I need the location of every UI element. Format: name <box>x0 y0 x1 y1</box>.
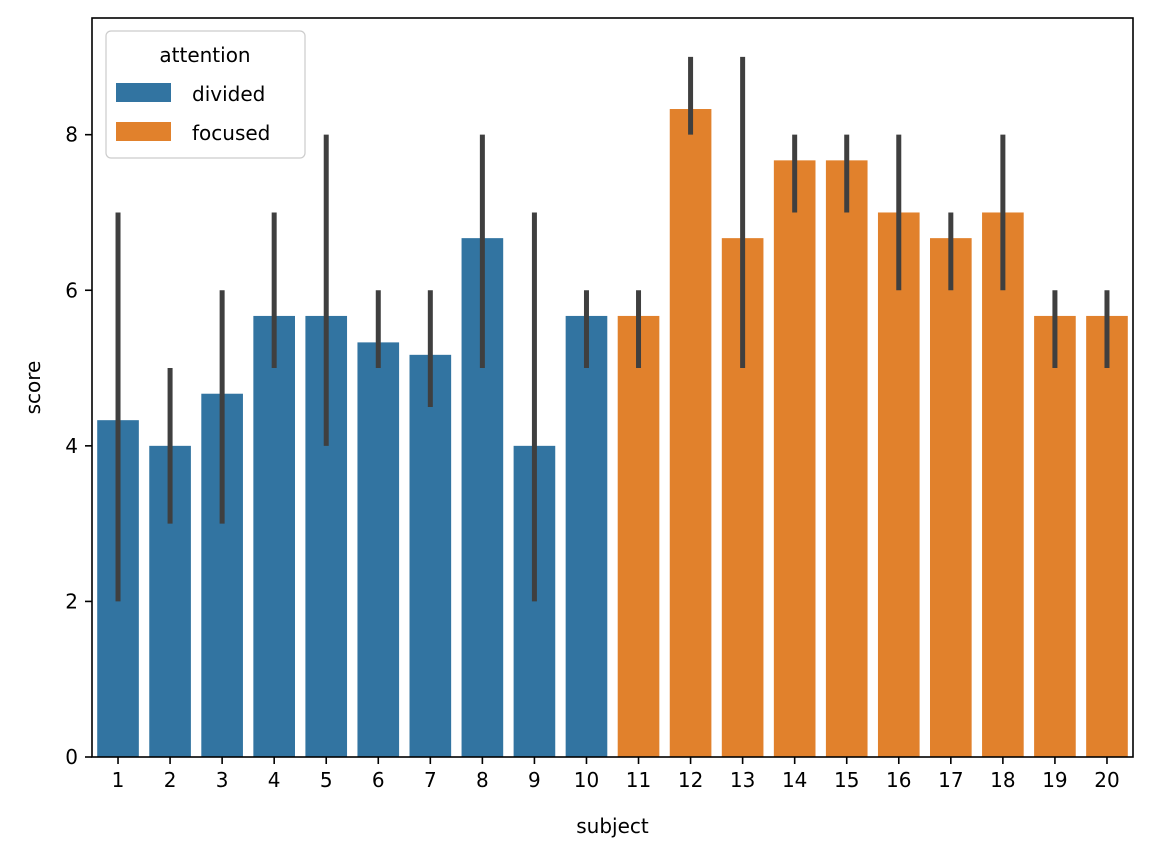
bars-layer <box>97 109 1128 758</box>
x-tick-label-20: 20 <box>1094 768 1119 792</box>
y-tick-label-6: 6 <box>65 278 78 302</box>
y-tick-label-2: 2 <box>65 589 78 613</box>
y-tick-label-0: 0 <box>65 745 78 769</box>
x-tick-label-3: 3 <box>216 768 229 792</box>
y-axis-label: score <box>21 361 45 415</box>
bar-subject-7 <box>409 354 452 757</box>
x-tick-label-4: 4 <box>268 768 281 792</box>
legend-label-divided: divided <box>192 82 265 106</box>
x-tick-label-11: 11 <box>626 768 651 792</box>
x-tick-label-2: 2 <box>164 768 177 792</box>
bar-subject-20 <box>1086 315 1128 757</box>
x-tick-label-1: 1 <box>112 768 125 792</box>
x-axis-label: subject <box>576 814 649 838</box>
legend-swatch-divided <box>116 83 171 102</box>
error-bars-layer <box>115 56 1110 602</box>
y-axis-ticks: 0 2 4 6 8 <box>65 123 92 769</box>
x-tick-label-14: 14 <box>782 768 807 792</box>
bar-subject-17 <box>930 238 972 757</box>
x-tick-label-19: 19 <box>1042 768 1067 792</box>
x-tick-label-6: 6 <box>372 768 385 792</box>
legend-swatch-focused <box>116 122 171 141</box>
y-tick-label-4: 4 <box>65 434 78 458</box>
legend: attention divided focused <box>105 30 306 159</box>
x-tick-label-7: 7 <box>424 768 437 792</box>
x-tick-label-16: 16 <box>886 768 911 792</box>
bar-subject-12 <box>669 109 712 758</box>
x-tick-label-5: 5 <box>320 768 333 792</box>
bar-subject-19 <box>1034 315 1076 757</box>
bar-subject-14 <box>773 160 816 757</box>
x-tick-label-10: 10 <box>574 768 599 792</box>
x-tick-label-8: 8 <box>476 768 489 792</box>
x-tick-label-9: 9 <box>528 768 541 792</box>
bar-subject-16 <box>877 212 920 757</box>
legend-label-focused: focused <box>192 121 270 145</box>
bar-subject-4 <box>253 315 295 757</box>
bar-subject-15 <box>825 160 868 757</box>
bar-subject-6 <box>357 342 400 757</box>
x-tick-label-12: 12 <box>678 768 703 792</box>
x-tick-label-17: 17 <box>938 768 963 792</box>
legend-title: attention <box>159 43 250 67</box>
plot-frame <box>91 17 1134 758</box>
x-tick-label-15: 15 <box>834 768 859 792</box>
bar-subject-11 <box>617 315 660 757</box>
bar-subject-18 <box>982 212 1024 757</box>
y-tick-label-8: 8 <box>65 123 78 147</box>
bar-subject-10 <box>565 315 608 757</box>
x-axis-ticks: 1 2 3 4 5 6 7 8 9 10 11 12 13 14 15 16 17 18 19 20 <box>112 757 1120 792</box>
x-tick-label-18: 18 <box>990 768 1015 792</box>
x-tick-label-13: 13 <box>730 768 755 792</box>
